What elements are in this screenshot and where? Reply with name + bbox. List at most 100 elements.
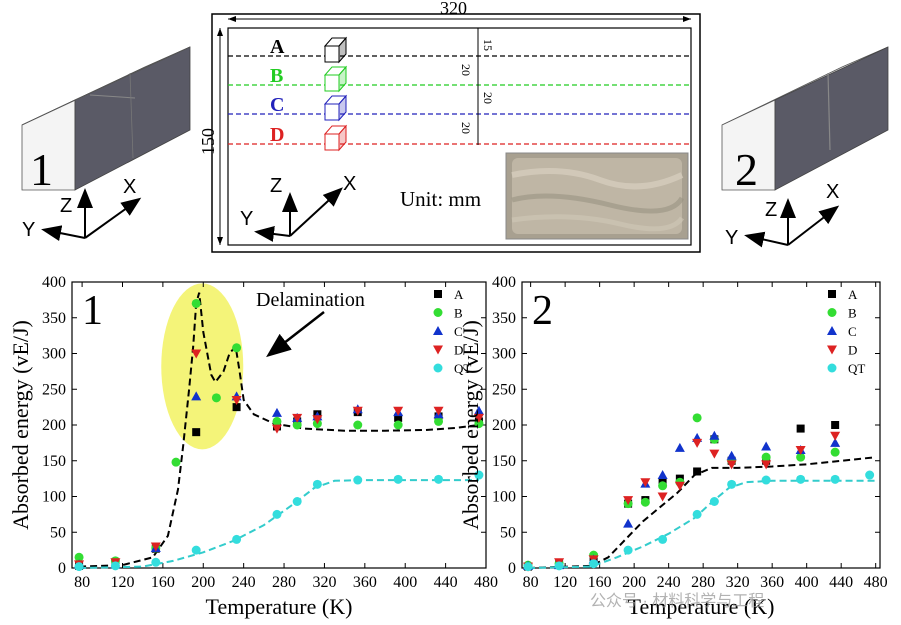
data-point (761, 460, 772, 470)
delamination-highlight (161, 283, 244, 450)
data-point (623, 518, 634, 528)
legend-marker-B (433, 308, 443, 317)
data-point (271, 407, 282, 417)
schematic-width-label: 320 (440, 0, 467, 18)
x-tick-label: 120 (110, 574, 134, 591)
data-point (727, 479, 737, 489)
series-A (524, 421, 840, 571)
y-tick-label: 100 (492, 489, 516, 506)
data-point (393, 474, 403, 484)
data-point (191, 545, 201, 555)
specimen-1-axis-x: X (123, 176, 136, 198)
x-tick-label: 400 (393, 574, 417, 591)
data-point (830, 447, 840, 457)
legend-marker-D (433, 345, 443, 355)
y-tick-label: 200 (492, 417, 516, 434)
data-point (434, 416, 444, 426)
legend-marker-A (828, 290, 836, 298)
data-point (434, 474, 444, 484)
y-tick-label: 50 (50, 524, 66, 541)
fracture-photo (505, 152, 689, 240)
data-point (473, 413, 484, 423)
x-tick-label: 480 (864, 574, 888, 591)
x-tick-label: 320 (726, 574, 750, 591)
delamination-arrow (266, 311, 325, 358)
data-point (693, 467, 702, 476)
data-point (312, 479, 322, 489)
data-point (433, 406, 444, 416)
data-point (554, 561, 564, 571)
unit-label: Unit: mm (400, 187, 481, 211)
x-tick-label: 80 (74, 574, 90, 591)
x-tick-label: 280 (272, 574, 296, 591)
data-point (74, 552, 84, 562)
watermark: 公众号 · 材料科学与工程 (590, 592, 764, 610)
specimen-1-illustration: 1 Z X Y (21, 46, 191, 241)
schematic-line-label-D: D (270, 124, 284, 146)
schematic-line-label-A: A (270, 36, 285, 58)
specimen-1-axis-y: Y (22, 219, 35, 241)
spacing-label-3: 20 (481, 92, 495, 104)
data-point (171, 457, 181, 467)
legend-marker-B (827, 308, 837, 317)
data-point (623, 496, 634, 506)
data-point (692, 413, 702, 423)
series-D (74, 349, 484, 570)
data-point (312, 415, 323, 425)
legend-label-QT: QT (454, 361, 471, 376)
y-axis-label: Absorbed energy (vE/J) (8, 320, 33, 530)
data-point (796, 474, 806, 484)
data-point (726, 450, 737, 460)
y-tick-label: 150 (492, 453, 516, 470)
x-tick-label: 240 (232, 574, 256, 591)
data-point (353, 420, 363, 430)
legend-label-C: C (454, 324, 463, 339)
specimen-1-axis-z: Z (60, 195, 72, 217)
y-axis-label: Absorbed energy (vE/J) (458, 320, 483, 530)
data-point (640, 478, 651, 488)
x-tick-label: 160 (151, 574, 175, 591)
x-tick-label: 440 (829, 574, 853, 591)
schematic-axis-x: X (343, 173, 356, 195)
data-point (623, 545, 633, 555)
schematic-axis-y: Y (240, 208, 253, 230)
data-point (831, 421, 840, 429)
legend-marker-A (434, 290, 442, 298)
spacing-label-4: 20 (459, 122, 473, 134)
data-point (474, 419, 484, 429)
fit-line-2 (527, 479, 876, 569)
x-tick-label: 120 (553, 574, 577, 591)
x-tick-label: 160 (588, 574, 612, 591)
plot-frame (521, 281, 881, 569)
data-point (353, 475, 363, 485)
data-point (232, 403, 241, 412)
data-point (709, 430, 720, 440)
x-tick-label: 400 (795, 574, 819, 591)
x-tick-label: 200 (622, 574, 646, 591)
y-tick-label: 400 (42, 274, 66, 291)
chart-panel-1: 80 120 160 200 240 280 320 360 400 440 480 0 50 100 15… (8, 274, 498, 619)
y-tick-label: 250 (492, 381, 516, 398)
specimen-2-number: 2 (735, 144, 758, 195)
schematic-axis-z: Z (270, 175, 282, 197)
specimen-2-axis-x: X (826, 181, 839, 203)
y-tick-label: 400 (492, 274, 516, 291)
series-QT (523, 470, 875, 572)
data-point (272, 416, 282, 426)
data-point (191, 349, 202, 359)
data-point (796, 424, 805, 433)
x-tick-label: 360 (353, 574, 377, 591)
data-point (523, 562, 533, 572)
y-tick-label: 350 (42, 310, 66, 327)
data-point (658, 534, 668, 544)
fit-line-2 (79, 479, 479, 569)
data-point (393, 406, 404, 416)
x-tick-label: 440 (434, 574, 458, 591)
chart-panel-2: 80 120 160 200 240 280 320 360 400 440 480 0 50 100 15… (458, 274, 888, 619)
schematic-line-label-B: B (270, 65, 283, 87)
y-tick-label: 350 (492, 310, 516, 327)
specimen-2-axis-y: Y (725, 227, 738, 249)
delamination-annotation: Delamination (256, 289, 365, 311)
legend-label-D: D (454, 343, 463, 358)
